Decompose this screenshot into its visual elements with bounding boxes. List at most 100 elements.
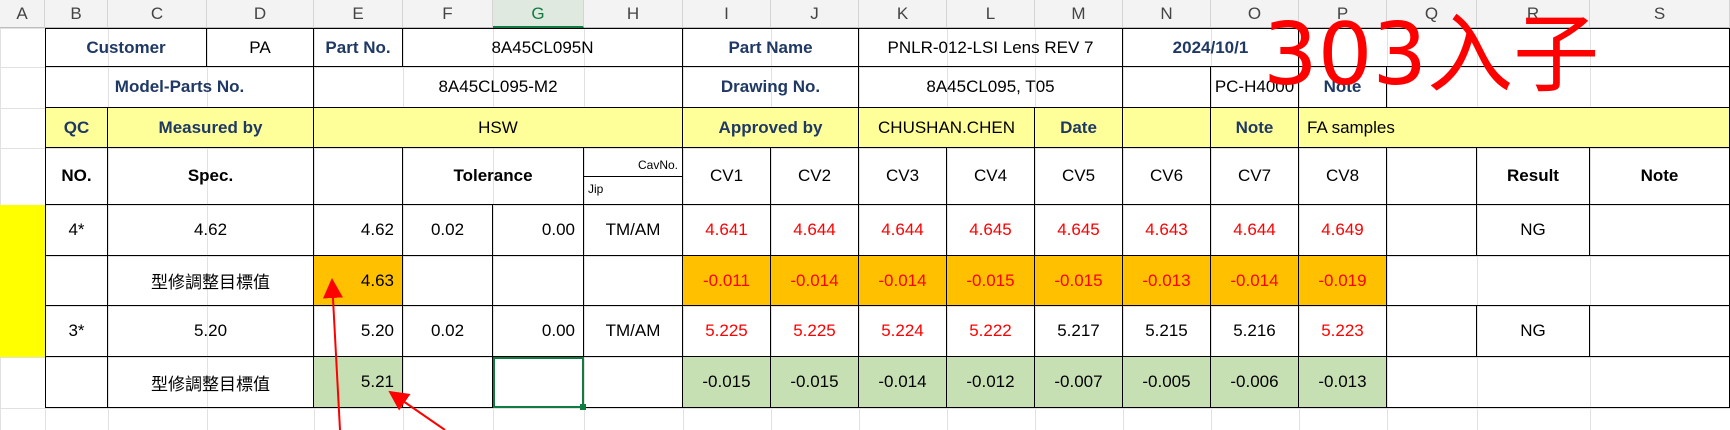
cv2-value[interactable]: 5.225 xyxy=(771,306,859,357)
cv1-value[interactable]: 4.641 xyxy=(683,205,771,256)
cv3-delta[interactable]: -0.014 xyxy=(859,256,947,306)
cv2-delta[interactable]: -0.015 xyxy=(771,357,859,408)
cv7-delta[interactable]: -0.006 xyxy=(1211,357,1299,408)
cavity-header-7[interactable]: CV7 xyxy=(1211,148,1299,205)
tol-plus[interactable]: 0.02 xyxy=(403,306,493,357)
part-name-value[interactable]: PNLR-012-LSI Lens REV 7 xyxy=(859,28,1123,67)
empty-cell[interactable] xyxy=(1387,205,1477,256)
cv8-delta[interactable]: -0.013 xyxy=(1299,357,1387,408)
column-header-a[interactable]: A xyxy=(0,0,45,28)
cavity-header-5[interactable]: CV5 xyxy=(1035,148,1123,205)
part-no-label[interactable]: Part No. xyxy=(314,28,403,67)
empty-cell[interactable] xyxy=(493,256,584,306)
column-header-d[interactable]: D xyxy=(207,0,314,28)
nominal-value[interactable]: 4.62 xyxy=(314,205,403,256)
measured-by-label[interactable]: Measured by xyxy=(108,108,314,148)
empty-cell[interactable] xyxy=(1387,306,1477,357)
empty-cell[interactable] xyxy=(1387,148,1477,205)
customer-value[interactable]: PA xyxy=(207,28,314,67)
cv6-value[interactable]: 5.215 xyxy=(1123,306,1211,357)
part-no-value[interactable]: 8A45CL095N xyxy=(403,28,683,67)
cv8-delta[interactable]: -0.019 xyxy=(1299,256,1387,306)
cv6-value[interactable]: 4.643 xyxy=(1123,205,1211,256)
cavity-header-3[interactable]: CV3 xyxy=(859,148,947,205)
fill-handle[interactable] xyxy=(580,404,586,410)
header-date-value[interactable]: 2024/10/1 xyxy=(1123,28,1299,67)
note-label[interactable]: Note xyxy=(1299,67,1387,108)
cv7-value[interactable]: 5.216 xyxy=(1211,306,1299,357)
measure-method[interactable]: TM/AM xyxy=(584,306,683,357)
column-header-h[interactable]: H xyxy=(584,0,683,28)
column-header-f[interactable]: F xyxy=(403,0,493,28)
target-value[interactable]: 5.21 xyxy=(314,357,403,408)
cavity-header-6[interactable]: CV6 xyxy=(1123,148,1211,205)
drawing-no-value[interactable]: 8A45CL095, T05 xyxy=(859,67,1123,108)
column-header-s[interactable]: S xyxy=(1590,0,1730,28)
spec-value[interactable]: 4.62 xyxy=(108,205,314,256)
col-no-header[interactable]: NO. xyxy=(45,148,108,205)
drawing-no-label[interactable]: Drawing No. xyxy=(683,67,859,108)
empty-cell[interactable] xyxy=(403,357,493,408)
cavity-header-1[interactable]: CV1 xyxy=(683,148,771,205)
cv5-value[interactable]: 4.645 xyxy=(1035,205,1123,256)
column-header-m[interactable]: M xyxy=(1035,0,1123,28)
model-parts-label[interactable]: Model-Parts No. xyxy=(45,67,314,108)
cv4-value[interactable]: 5.222 xyxy=(947,306,1035,357)
cv3-value[interactable]: 4.644 xyxy=(859,205,947,256)
column-header-k[interactable]: K xyxy=(859,0,947,28)
cv6-delta[interactable]: -0.005 xyxy=(1123,357,1211,408)
column-header-g[interactable]: G xyxy=(493,0,584,28)
empty-cell[interactable] xyxy=(584,256,683,306)
approved-by-label[interactable]: Approved by xyxy=(683,108,859,148)
nominal-value[interactable]: 5.20 xyxy=(314,306,403,357)
cv7-delta[interactable]: -0.014 xyxy=(1211,256,1299,306)
cv2-delta[interactable]: -0.014 xyxy=(771,256,859,306)
tol-plus[interactable]: 0.02 xyxy=(403,205,493,256)
spec-value[interactable]: 5.20 xyxy=(108,306,314,357)
cv8-value[interactable]: 5.223 xyxy=(1299,306,1387,357)
cv1-delta[interactable]: -0.011 xyxy=(683,256,771,306)
col-spec-header[interactable]: Spec. xyxy=(108,148,314,205)
col-tolerance-header[interactable]: Tolerance xyxy=(403,148,584,205)
cv8-value[interactable]: 4.649 xyxy=(1299,205,1387,256)
cv1-value[interactable]: 5.225 xyxy=(683,306,771,357)
measure-method[interactable]: TM/AM xyxy=(584,205,683,256)
row-no[interactable]: 3* xyxy=(45,306,108,357)
column-header-p[interactable]: P xyxy=(1299,0,1387,28)
note2-label[interactable]: Note xyxy=(1211,108,1299,148)
cv7-value[interactable]: 4.644 xyxy=(1211,205,1299,256)
column-header-j[interactable]: J xyxy=(771,0,859,28)
column-header-b[interactable]: B xyxy=(45,0,108,28)
result-value[interactable]: NG xyxy=(1477,205,1590,256)
column-header-q[interactable]: Q xyxy=(1387,0,1477,28)
cv6-delta[interactable]: -0.013 xyxy=(1123,256,1211,306)
tol-minus[interactable]: 0.00 xyxy=(493,306,584,357)
cavno-jip-header[interactable]: CavNo. Jip xyxy=(584,148,683,205)
date-value[interactable] xyxy=(1123,108,1211,148)
empty-cell[interactable] xyxy=(1123,67,1211,108)
empty-cell[interactable] xyxy=(314,148,403,205)
model-parts-value[interactable]: 8A45CL095-M2 xyxy=(314,67,683,108)
column-header-i[interactable]: I xyxy=(683,0,771,28)
empty-cell[interactable] xyxy=(403,256,493,306)
target-label[interactable]: 型修調整目標值 xyxy=(108,357,314,408)
cv5-delta[interactable]: -0.007 xyxy=(1035,357,1123,408)
column-header-n[interactable]: N xyxy=(1123,0,1211,28)
material-value[interactable]: PC-H4000 xyxy=(1211,67,1299,108)
cavity-header-4[interactable]: CV4 xyxy=(947,148,1035,205)
date-label[interactable]: Date xyxy=(1035,108,1123,148)
cv4-delta[interactable]: -0.012 xyxy=(947,357,1035,408)
cv3-delta[interactable]: -0.014 xyxy=(859,357,947,408)
target-label[interactable]: 型修調整目標值 xyxy=(108,256,314,306)
column-header-e[interactable]: E xyxy=(314,0,403,28)
result-value[interactable]: NG xyxy=(1477,306,1590,357)
approved-by-value[interactable]: CHUSHAN.CHEN xyxy=(859,108,1035,148)
measured-by-value[interactable]: HSW xyxy=(314,108,683,148)
cv5-delta[interactable]: -0.015 xyxy=(1035,256,1123,306)
cv5-value[interactable]: 5.217 xyxy=(1035,306,1123,357)
cavity-header-8[interactable]: CV8 xyxy=(1299,148,1387,205)
row-no[interactable]: 4* xyxy=(45,205,108,256)
cv4-value[interactable]: 4.645 xyxy=(947,205,1035,256)
active-cell-selection[interactable] xyxy=(493,357,584,408)
